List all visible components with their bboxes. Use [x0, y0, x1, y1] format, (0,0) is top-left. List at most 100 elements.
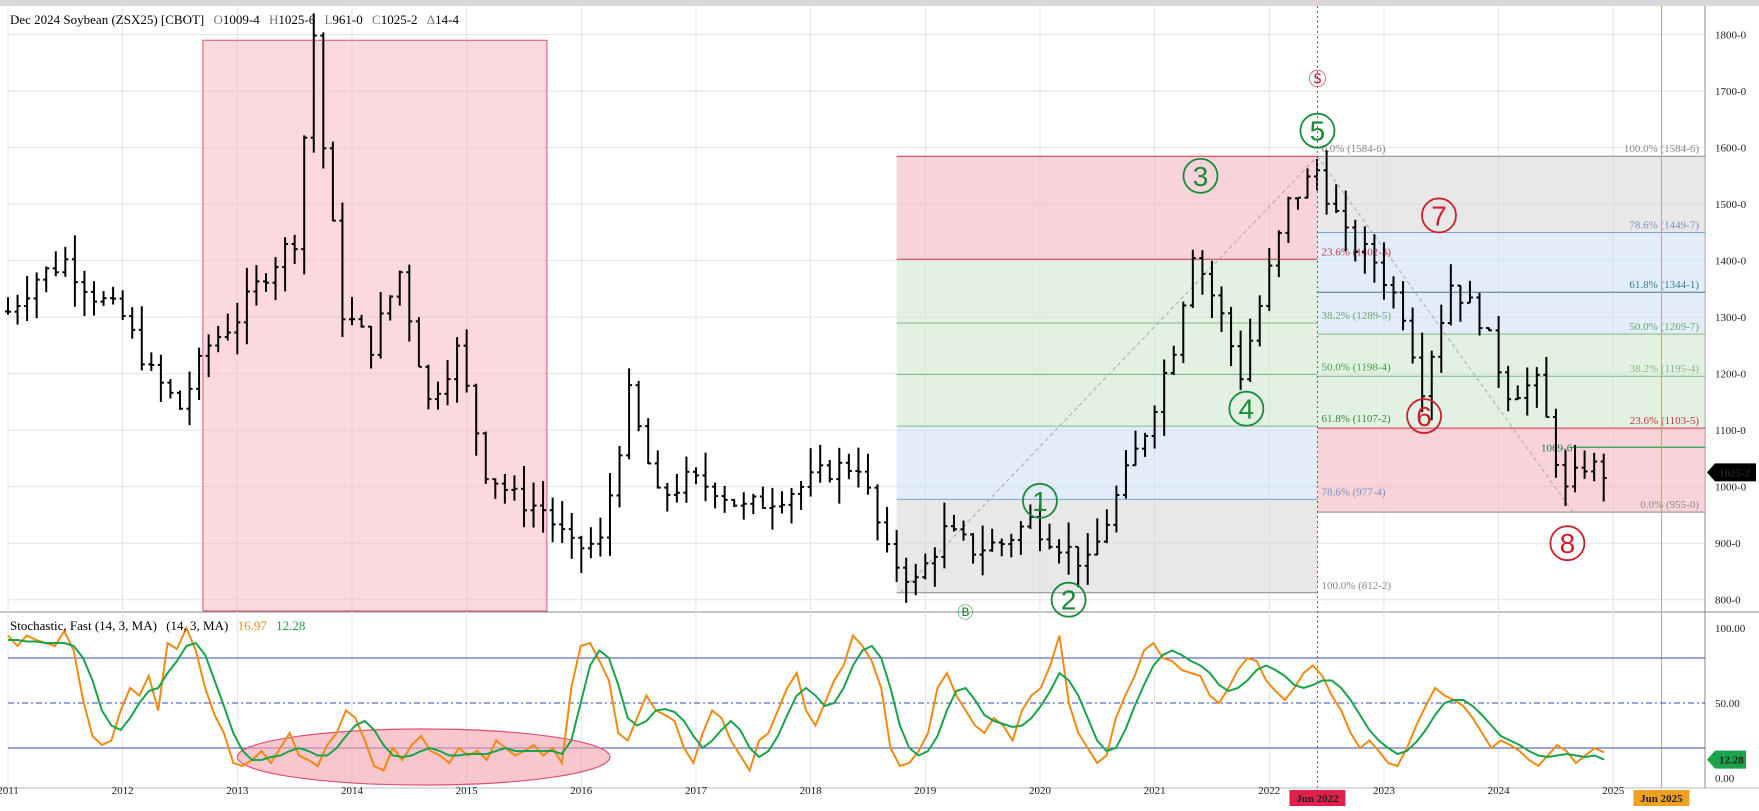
change-value: 14-4	[435, 12, 459, 27]
ohlc-bar	[874, 484, 881, 541]
open-label: O	[214, 12, 223, 27]
ohlc-bar	[673, 473, 680, 503]
ohlc-bar	[1581, 450, 1588, 479]
wave-4-circle	[1228, 390, 1265, 427]
top-strip	[0, 0, 1759, 6]
y-tick-label: 1300-0	[1715, 312, 1747, 324]
ohlc-bar	[1189, 249, 1196, 309]
ohlc-bar	[205, 334, 212, 378]
stochastic-panel: 0.00 50.00 100.00 12.28	[7, 623, 1746, 786]
high-label: H	[269, 12, 278, 27]
ohlc-bar	[358, 314, 365, 328]
ohlc-bar	[415, 317, 422, 368]
ohlc-bar	[568, 513, 575, 559]
y-tick-label: 1800-0	[1715, 30, 1747, 42]
x-tick-label: 2013	[226, 785, 249, 797]
fib-zone-right	[1317, 376, 1705, 429]
wave-s-marker: Ⓢ	[1308, 69, 1326, 89]
ohlc-bar	[798, 481, 805, 510]
ohlc-bar	[922, 553, 929, 580]
wave-1-circle	[1022, 482, 1058, 519]
x-tick-label: 2020	[1029, 785, 1052, 797]
fib-zone-right	[1317, 292, 1705, 335]
low-label: L	[324, 12, 332, 27]
ohlc-bar	[884, 506, 891, 553]
ohlc-bar	[1199, 250, 1206, 295]
ohlc-bar	[406, 264, 413, 342]
ohlc-bar	[176, 390, 183, 410]
ohlc-bar	[291, 234, 298, 265]
ohlc-bar	[864, 453, 871, 495]
ohlc-bar	[1562, 450, 1569, 507]
ohlc-bar	[1390, 276, 1397, 309]
wave-7-circle	[1421, 197, 1457, 234]
ohlc-bar	[1409, 307, 1416, 364]
ohlc-bar	[1352, 219, 1359, 262]
ohlc-bar	[329, 141, 336, 222]
jun-2022-marker-badge	[1289, 790, 1346, 806]
ohlc-bar	[377, 291, 384, 359]
stochastic-k-value: 16.97	[238, 618, 268, 633]
close-label: C	[372, 12, 381, 27]
ohlc-bar	[1486, 327, 1493, 332]
ohlc-bar	[845, 453, 852, 480]
ohlc-bar	[1113, 485, 1120, 533]
high-value: 1025-6	[278, 12, 315, 27]
ohlc-bar	[368, 325, 375, 369]
ohlc-bar	[310, 13, 317, 153]
ohlc-bar	[1533, 367, 1540, 408]
ohlc-bar	[970, 533, 977, 564]
ohlc-bar	[769, 487, 776, 530]
ohlc-bar	[43, 266, 50, 293]
stochastic-d-value: 12.28	[276, 618, 305, 633]
wave-5-label: 5	[1310, 116, 1326, 147]
ohlc-bar	[138, 306, 145, 371]
ohlc-bar	[454, 337, 461, 403]
ohlc-bar	[1046, 523, 1053, 550]
y-tick-label: 1600-0	[1715, 143, 1747, 155]
ohlc-bar	[501, 473, 508, 504]
ohlc-bar	[157, 354, 164, 402]
stoch-last-label: 12.28	[1719, 755, 1744, 767]
wave-5-circle	[1299, 112, 1336, 149]
ohlc-bar	[1075, 545, 1082, 588]
ohlc-bar	[836, 447, 843, 504]
ohlc-bar	[387, 295, 394, 321]
ohlc-bar	[692, 467, 699, 485]
y-tick-label: 900-0	[1715, 538, 1741, 550]
ohlc-bar	[119, 290, 126, 320]
ohlc-bar	[320, 32, 327, 169]
ohlc-bar	[1294, 196, 1301, 210]
ohlc-bar	[931, 547, 938, 587]
stochastic-name: Stochastic, Fast (14, 3, MA)	[10, 618, 157, 633]
ohlc-bar	[731, 498, 738, 508]
x-tick-label: 2023	[1373, 785, 1396, 797]
stoch-y-tick-label: 50.00	[1715, 698, 1740, 710]
ohlc-bar	[702, 452, 709, 502]
change-label: Δ	[427, 12, 435, 27]
ohlc-bar	[1228, 306, 1235, 367]
ohlc-bar	[587, 527, 594, 559]
ohlc-bar	[186, 371, 193, 426]
wave-7-label: 7	[1431, 200, 1447, 231]
ohlc-bar	[616, 445, 623, 508]
ohlc-bar	[1170, 345, 1177, 376]
y-tick-label: 1200-0	[1715, 369, 1747, 381]
ohlc-bar	[712, 482, 719, 509]
symbol-label: Dec 2024 Soybean (ZSX25) [CBOT]	[10, 12, 204, 27]
ohlc-bar	[626, 368, 633, 460]
oversold-ellipse	[236, 728, 611, 786]
ohlc-bar	[1142, 432, 1149, 457]
ohlc-bar	[817, 444, 824, 483]
ohlc-bar	[1008, 533, 1015, 558]
red-highlight-zone	[202, 39, 548, 612]
ohlc-bar	[559, 501, 566, 544]
ohlc-bar	[1266, 247, 1273, 312]
fib-label-right: 50.0% (1269-7)	[1629, 321, 1699, 333]
ohlc-bar	[1151, 405, 1158, 449]
ohlc-bar	[5, 297, 11, 315]
ohlc-bar	[234, 302, 241, 355]
fib-zone-right	[1317, 156, 1705, 233]
ohlc-bar	[262, 273, 269, 292]
jun-2022-marker-label: Jun 2022	[1296, 793, 1339, 805]
